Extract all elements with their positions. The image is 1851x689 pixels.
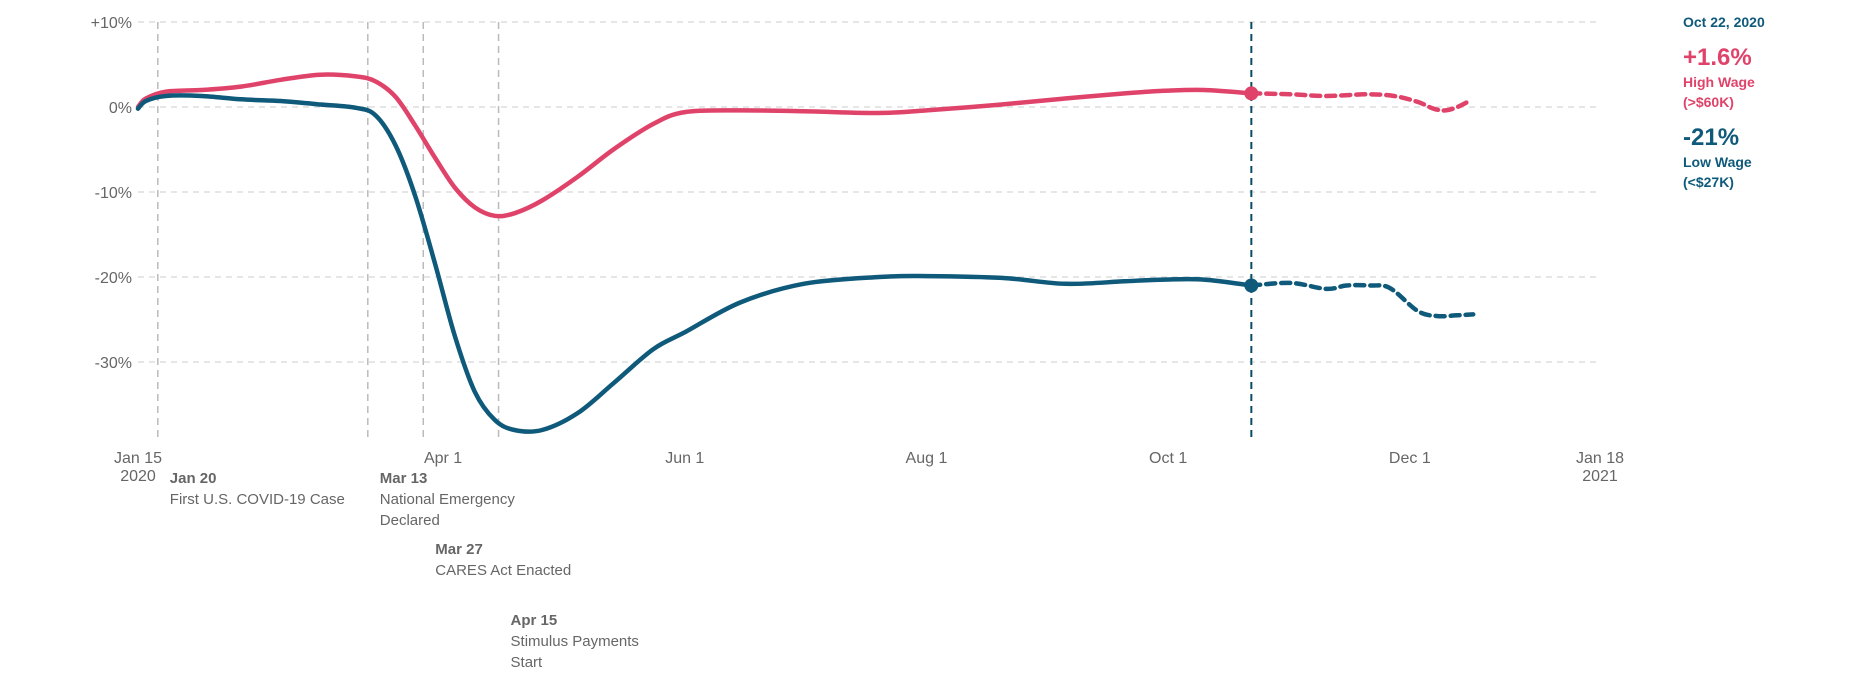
high-wage-line	[135, 72, 1254, 219]
low-wage-label: Low Wage	[1683, 154, 1752, 170]
x-tick-label: Jan 15	[114, 450, 162, 467]
event-date-label: Jan 20	[170, 470, 217, 487]
low-wage-line	[135, 93, 1254, 434]
x-tick-label: Oct 1	[1149, 450, 1187, 467]
x-tick-year: 2021	[1582, 468, 1618, 485]
event-description: National Emergency	[380, 491, 516, 508]
event-description: CARES Act Enacted	[435, 562, 571, 579]
event-description: First U.S. COVID-19 Case	[170, 491, 345, 508]
event-date-label: Apr 15	[511, 612, 558, 629]
gridlines	[138, 21, 1600, 363]
event-date-label: Mar 27	[435, 541, 483, 558]
callout-date: Oct 22, 2020	[1683, 14, 1765, 30]
series-lines	[135, 72, 1476, 434]
callout-panel: Oct 22, 2020 +1.6% High Wage (>$60K) -21…	[1683, 14, 1843, 192]
x-tick-label: Apr 1	[424, 450, 462, 467]
event-description: Start	[511, 654, 544, 671]
low-wage-current-point	[1244, 278, 1259, 293]
x-tick-label: Jun 1	[665, 450, 704, 467]
event-description: Stimulus Payments	[511, 633, 639, 650]
high-wage-value: +1.6%	[1683, 44, 1752, 71]
low-wage-value: -21%	[1683, 124, 1740, 151]
y-tick-label: -10%	[95, 185, 132, 202]
x-tick-label: Jan 18	[1576, 450, 1624, 467]
y-tick-label: 0%	[109, 100, 132, 117]
event-date-label: Mar 13	[380, 470, 428, 487]
x-tick-label: Aug 1	[906, 450, 948, 467]
y-tick-label: +10%	[91, 15, 132, 32]
event-description: Declared	[380, 512, 440, 529]
low-wage-range: (<$27K)	[1683, 174, 1734, 190]
y-tick-label: -20%	[95, 270, 132, 287]
event-lines	[157, 22, 1253, 440]
high-wage-projected-line	[1249, 91, 1472, 113]
high-wage-label: High Wage	[1683, 74, 1755, 90]
x-tick-year: 2020	[120, 468, 156, 485]
x-tick-label: Dec 1	[1389, 450, 1431, 467]
low-wage-projected-line	[1249, 280, 1476, 319]
high-wage-range: (>$60K)	[1683, 94, 1734, 110]
high-wage-current-point	[1244, 86, 1259, 101]
y-tick-label: -30%	[95, 355, 132, 372]
